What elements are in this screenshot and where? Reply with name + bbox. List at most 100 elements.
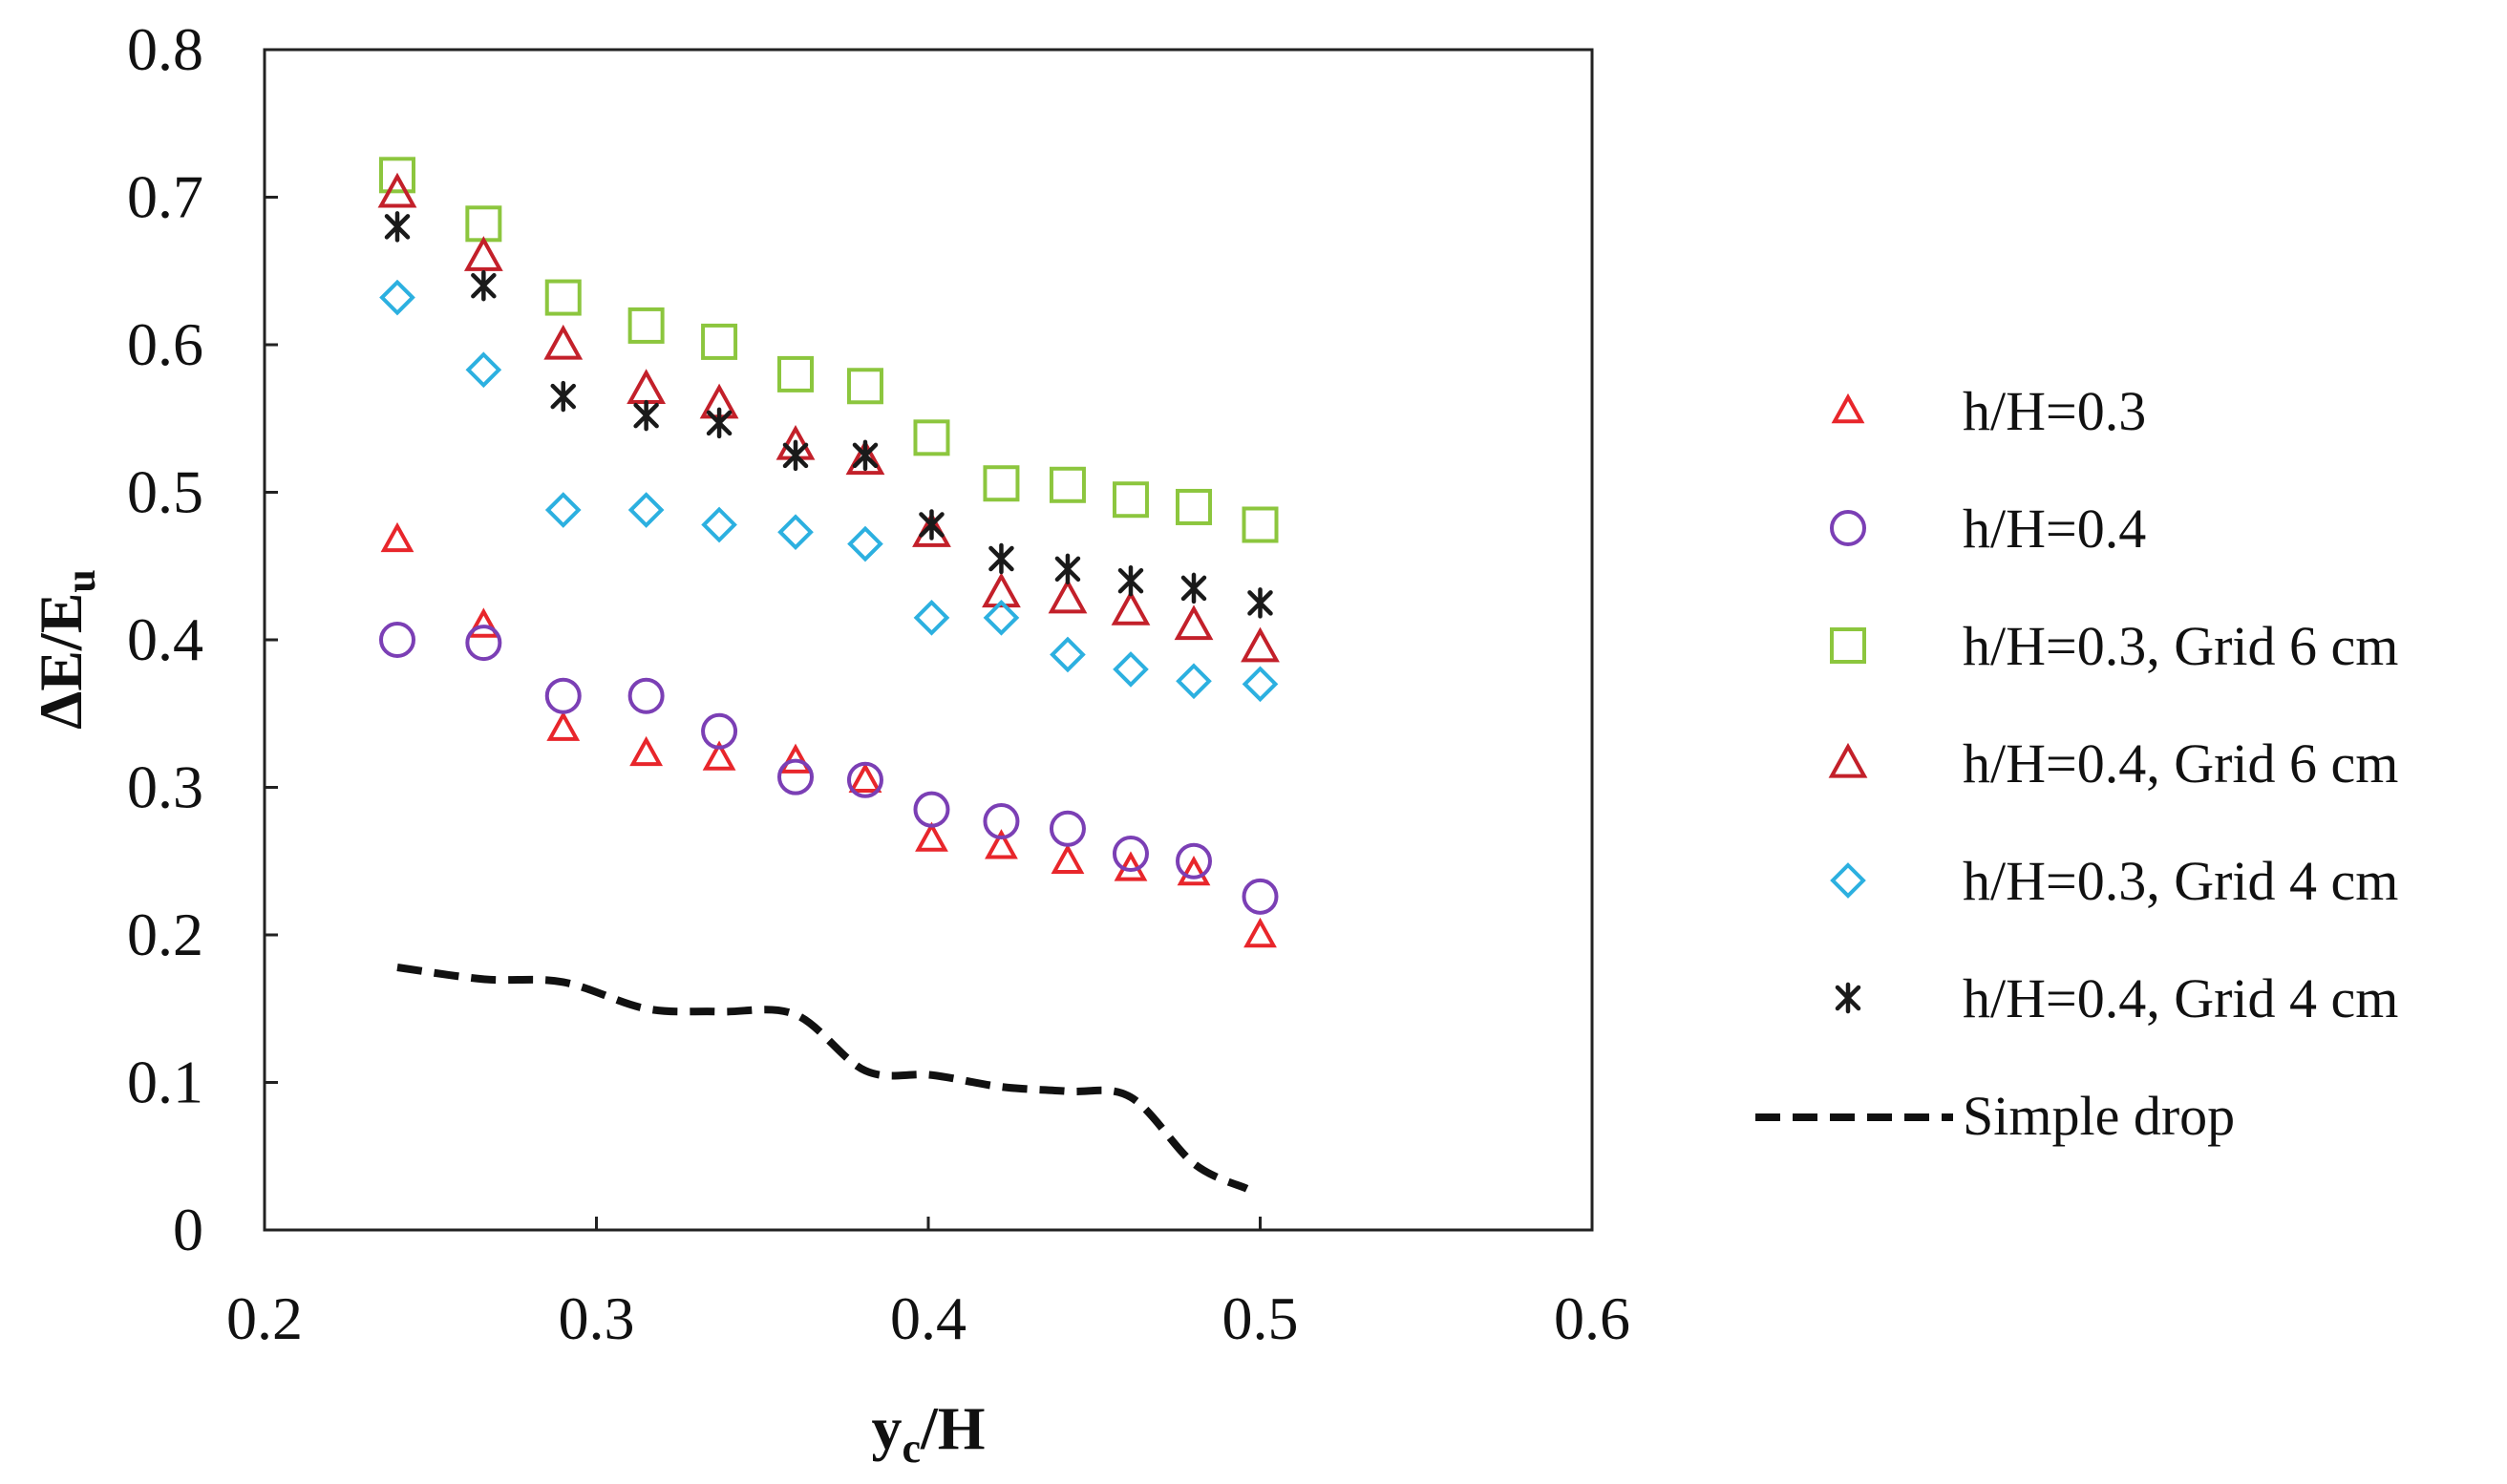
y-axis-ticks: 0 0.1 0.2 0.3 0.4 0.5 0.6 0.7 0.8 — [127, 15, 278, 1263]
data-point — [629, 735, 664, 767]
data-point — [1048, 578, 1088, 614]
data-point — [1049, 810, 1086, 847]
data-point — [465, 625, 502, 662]
data-point — [701, 323, 738, 360]
y-axis-title-main: ΔE/E — [27, 593, 95, 730]
data-point — [1176, 663, 1212, 700]
plot-area — [263, 48, 1594, 1232]
data-point — [706, 407, 733, 439]
data-point — [544, 492, 582, 528]
data-point — [627, 677, 665, 714]
data-point — [633, 399, 659, 432]
x-tick-label: 0.3 — [559, 1284, 635, 1352]
x-axis-title-sub: c — [902, 1425, 921, 1472]
data-point — [471, 269, 497, 302]
data-point — [1176, 842, 1212, 880]
data-point — [465, 351, 502, 389]
series-1 — [379, 622, 1279, 915]
data-point — [701, 506, 737, 543]
data-point — [913, 599, 950, 636]
data-point — [1177, 855, 1211, 886]
y-tick-label: 0.4 — [127, 605, 203, 673]
data-point — [777, 758, 814, 795]
data-point — [988, 542, 1014, 575]
x-tick-label: 0.2 — [226, 1284, 303, 1352]
data-point — [915, 821, 948, 852]
y-tick-label: 0.2 — [127, 901, 203, 968]
y-tick-label: 0.6 — [127, 310, 203, 378]
data-point — [1241, 626, 1280, 663]
series-3 — [377, 172, 1280, 663]
legend-symbol — [1835, 982, 1861, 1014]
legend-symbol — [1831, 392, 1865, 424]
data-point — [847, 525, 883, 562]
data-point — [985, 829, 1018, 859]
legend-label: h/H=0.3, Grid 4 cm — [1963, 850, 2398, 912]
series-6 — [396, 964, 1249, 1193]
legend-item: h/H=0.4 — [1830, 498, 2146, 560]
x-tick-label: 0.4 — [890, 1284, 967, 1352]
data-point — [983, 599, 1020, 636]
y-axis-title: ΔE/Eu — [27, 569, 104, 730]
legend-item: h/H=0.3, Grid 4 cm — [1830, 850, 2398, 912]
data-point — [1180, 572, 1207, 604]
data-point — [379, 622, 415, 658]
data-point — [1054, 553, 1081, 585]
data-point — [544, 279, 582, 316]
data-point — [466, 607, 500, 638]
data-point — [377, 172, 417, 208]
data-point — [380, 521, 414, 553]
data-point — [846, 761, 883, 798]
data-point — [782, 439, 809, 472]
y-tick-label: 0.3 — [127, 753, 203, 821]
data-point — [778, 743, 813, 774]
data-point — [1242, 506, 1279, 543]
legend-symbol — [1830, 510, 1866, 546]
legend-label: h/H=0.4, Grid 6 cm — [1963, 732, 2398, 795]
y-tick-label: 0 — [173, 1196, 203, 1263]
data-point — [1176, 488, 1212, 525]
data-point — [777, 514, 814, 551]
x-axis-title-tail: /H — [920, 1394, 986, 1462]
series-5 — [384, 211, 1273, 619]
data-point — [919, 509, 945, 541]
data-point — [543, 324, 584, 360]
data-point — [702, 740, 736, 771]
data-point — [550, 380, 576, 413]
legend-symbol — [1830, 627, 1866, 664]
data-point — [1117, 564, 1144, 597]
data-point — [1242, 878, 1279, 915]
legend: h/H=0.3 h/H=0.4 h/H=0.3, Grid 6 cm h/H=0.4,… — [1755, 380, 2398, 1147]
data-point — [1243, 917, 1277, 948]
data-point — [384, 211, 411, 243]
legend-label: h/H=0.4 — [1963, 498, 2146, 560]
data-point — [379, 157, 415, 194]
data-point — [846, 368, 883, 405]
y-tick-label: 0.7 — [127, 163, 203, 231]
x-axis-title-main: y — [871, 1394, 902, 1462]
data-point — [852, 439, 879, 472]
data-point — [1112, 481, 1149, 519]
legend-item: h/H=0.4, Grid 6 cm — [1828, 732, 2398, 795]
x-axis-title: yc/H — [871, 1394, 985, 1472]
data-point — [627, 307, 665, 344]
series-layer — [377, 157, 1280, 1193]
legend-item: h/H=0.4, Grid 4 cm — [1835, 967, 2398, 1029]
x-axis-ticks: 0.2 0.3 0.4 0.5 0.6 — [226, 1217, 1630, 1352]
legend-label: h/H=0.3 — [1963, 380, 2146, 442]
data-point — [913, 419, 950, 456]
data-point — [777, 355, 814, 392]
data-point — [701, 712, 738, 750]
data-point — [1247, 587, 1273, 619]
data-point — [1242, 666, 1279, 703]
legend-label: Simple drop — [1963, 1085, 2235, 1147]
y-tick-label: 0.8 — [127, 15, 203, 83]
legend-item: Simple drop — [1755, 1085, 2235, 1147]
data-point — [463, 236, 503, 271]
legend-label: h/H=0.4, Grid 4 cm — [1963, 967, 2398, 1029]
data-point — [627, 492, 665, 528]
data-point — [544, 677, 582, 714]
legend-label: h/H=0.3, Grid 6 cm — [1963, 615, 2398, 677]
legend-item: h/H=0.3, Grid 6 cm — [1830, 615, 2398, 677]
